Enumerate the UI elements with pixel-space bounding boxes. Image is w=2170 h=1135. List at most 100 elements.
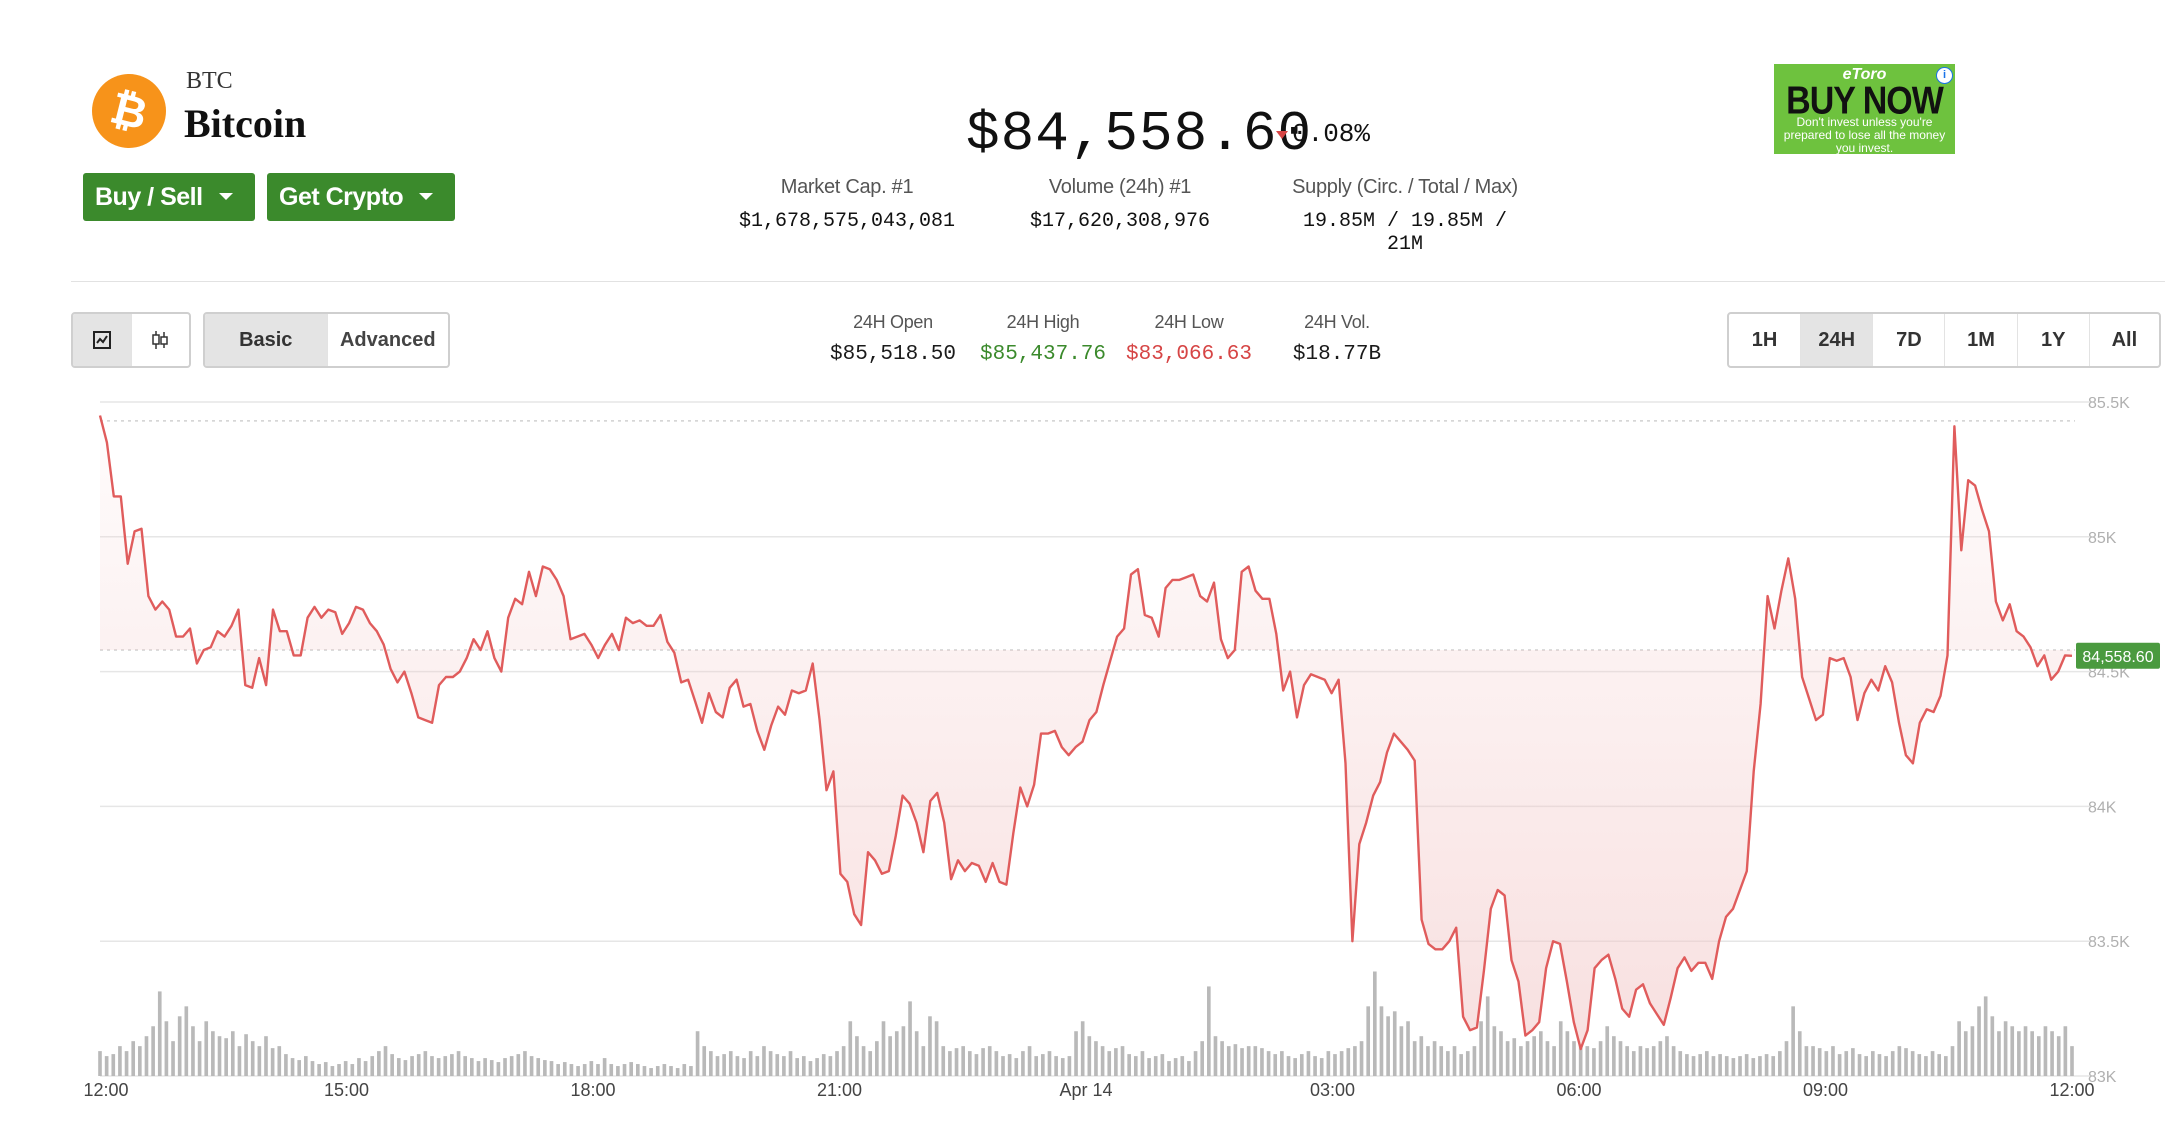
down-arrow-icon	[1276, 131, 1288, 139]
volume-bar	[1153, 1056, 1158, 1076]
volume-bar	[1167, 1061, 1171, 1076]
volume-bar	[1532, 1036, 1537, 1076]
y-tick-label: 83K	[2088, 1069, 2117, 1086]
ad-brand: eToro	[1842, 66, 1887, 83]
volume-bar	[702, 1046, 707, 1076]
volume-bar	[343, 1061, 348, 1076]
range-all-button[interactable]: All	[2088, 314, 2159, 366]
volume-bar	[144, 1036, 149, 1076]
volume-bar	[489, 1060, 494, 1076]
volume-bar	[1685, 1054, 1689, 1076]
volume-bar	[1870, 1051, 1875, 1076]
volume-bar	[1545, 1041, 1550, 1076]
volume-bar	[921, 1046, 926, 1076]
volume-bar	[217, 1036, 222, 1076]
volume-bar	[1904, 1048, 1908, 1076]
vol-value: $18.77B	[1292, 343, 1382, 366]
volume-bar	[622, 1064, 627, 1076]
volume-bar	[1711, 1056, 1716, 1076]
volume-bar	[1213, 1036, 1218, 1076]
volume-bar	[98, 1051, 102, 1076]
volume-bar	[383, 1046, 388, 1076]
line-chart-button[interactable]	[73, 314, 131, 366]
candlestick-chart-button[interactable]	[130, 314, 190, 366]
volume-bar	[1160, 1054, 1165, 1076]
volume-bar	[1724, 1056, 1729, 1076]
x-tick-label: 15:00	[324, 1080, 369, 1100]
chart-type-toggle	[71, 312, 191, 368]
volume-bar	[138, 1046, 142, 1076]
volume-bar	[576, 1066, 580, 1076]
volume-bar	[111, 1054, 116, 1076]
volume-bar	[1339, 1051, 1344, 1076]
info-icon[interactable]: i	[1936, 67, 1953, 84]
volume-bar	[801, 1056, 806, 1076]
volume-bar	[1220, 1041, 1224, 1076]
coin-name: Bitcoin	[184, 101, 307, 146]
volume-bar	[1824, 1051, 1829, 1076]
volume-bar	[762, 1046, 766, 1076]
volume-bar	[841, 1046, 846, 1076]
volume-bar	[795, 1058, 799, 1076]
volume-bar	[476, 1061, 481, 1076]
supply-label: Supply (Circ. / Total / Max)	[1292, 176, 1518, 198]
buy-sell-button[interactable]: Buy / Sell	[83, 173, 255, 221]
volume-bar	[1459, 1054, 1463, 1076]
volume-bar	[1353, 1046, 1357, 1076]
volume-bar	[456, 1051, 461, 1076]
volume-bar	[317, 1064, 321, 1076]
volume-bar	[1784, 1041, 1789, 1076]
volume-bar	[157, 991, 162, 1076]
volume-bar	[1505, 1041, 1510, 1076]
volume-bar	[1253, 1046, 1258, 1076]
volume-bar	[1751, 1058, 1756, 1076]
volume-bar	[1638, 1046, 1643, 1076]
basic-mode-button[interactable]: Basic	[205, 314, 327, 366]
volume-bar	[1346, 1048, 1351, 1076]
volume-bar	[416, 1054, 421, 1076]
volume-bar	[1877, 1054, 1882, 1076]
volume-bar	[848, 1021, 853, 1076]
volume-bar	[1021, 1051, 1025, 1076]
volume-bar	[2017, 1031, 2021, 1076]
volume-bar	[1598, 1041, 1603, 1076]
y-tick-label: 83.5K	[2088, 934, 2130, 951]
ad-disclaimer: Don't invest unless you're prepared to l…	[1783, 115, 1946, 155]
volume-bar	[284, 1054, 288, 1076]
volume-bar	[2003, 1021, 2008, 1076]
volume-bar	[310, 1061, 315, 1076]
volume-bar	[264, 1036, 268, 1076]
y-tick-label: 85K	[2088, 530, 2117, 547]
volume-bar	[536, 1058, 541, 1076]
range-7d-button[interactable]: 7D	[1872, 314, 1944, 366]
volume-bar	[330, 1066, 335, 1076]
volume-bar	[1479, 1021, 1483, 1076]
volume-bar	[1280, 1051, 1284, 1076]
volume-bar	[815, 1058, 819, 1076]
volume-bar	[1067, 1056, 1072, 1076]
volume-bar	[470, 1058, 474, 1076]
volume-bar	[689, 1066, 693, 1076]
get-crypto-button[interactable]: Get Crypto	[267, 173, 455, 221]
advanced-mode-button[interactable]: Advanced	[326, 314, 449, 366]
x-tick-label: 03:00	[1310, 1080, 1355, 1100]
volume-bar	[1366, 1006, 1371, 1076]
range-1y-button[interactable]: 1Y	[2016, 314, 2089, 366]
range-1h-button[interactable]: 1H	[1751, 328, 1778, 351]
candlestick-chart-icon	[152, 331, 168, 349]
etoro-ad-banner[interactable]: eToro BUY NOW Don't invest unless you're…	[1774, 64, 1955, 154]
volume-bar	[662, 1064, 667, 1076]
volume-bar	[1120, 1046, 1125, 1076]
volume-bar	[562, 1062, 567, 1076]
volume-bar	[1983, 996, 1988, 1076]
vol-label: 24H Vol.	[1304, 312, 1370, 332]
x-tick-label: 09:00	[1803, 1080, 1848, 1100]
range-1m-button[interactable]: 1M	[1944, 314, 2016, 366]
volume-bar	[377, 1051, 381, 1076]
volume-bar	[290, 1058, 295, 1076]
range-24h-button[interactable]: 24H	[1800, 314, 1873, 366]
volume-bar	[250, 1041, 255, 1076]
open-label: 24H Open	[853, 312, 933, 332]
volume-bar	[934, 1021, 939, 1076]
